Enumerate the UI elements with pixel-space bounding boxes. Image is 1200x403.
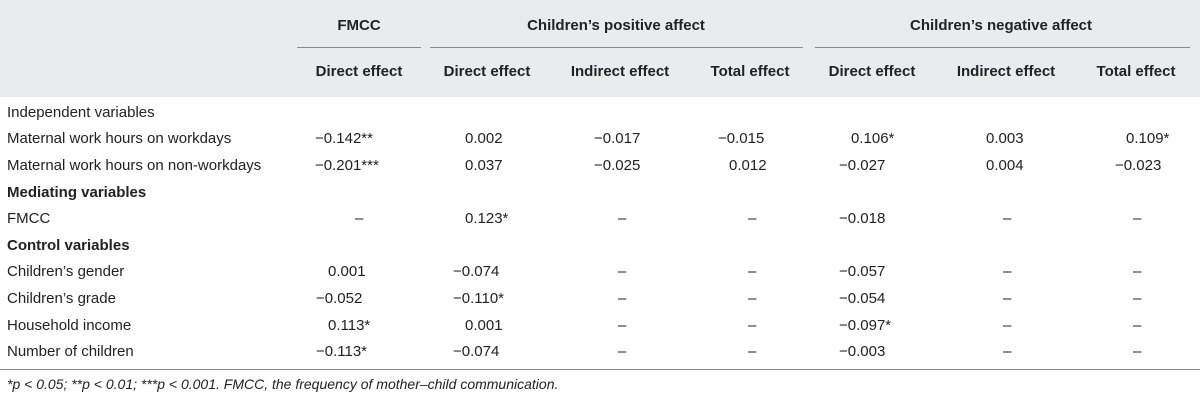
cell-r9-pos-indirect: – [618, 343, 627, 360]
cell-r8-neg-indirect: – [1003, 317, 1012, 334]
cell-r6-neg-indirect: – [1003, 263, 1012, 280]
cell-r9-fmcc-direct: −0.113* [316, 343, 368, 360]
col-header-negative-direct: Direct effect [828, 63, 916, 80]
cell-r6-neg-total: – [1133, 263, 1142, 280]
cell-r6-pos-indirect: – [618, 263, 627, 280]
row-label-childrens-gender: Children’s gender [7, 263, 125, 280]
group-header-positive-affect: Children’s positive affect [527, 17, 705, 34]
cell-r7-fmcc-direct: −0.052 [316, 290, 363, 307]
cell-r8-neg-total: – [1133, 317, 1142, 334]
cell-r7-pos-total: – [748, 290, 757, 307]
col-header-negative-indirect: Indirect effect [956, 63, 1056, 80]
cell-r9-neg-total: – [1133, 343, 1142, 360]
cell-r7-pos-direct: −0.110* [453, 290, 505, 307]
row-label-work-hours-workdays: Maternal work hours on workdays [7, 130, 232, 147]
col-header-negative-total: Total effect [1096, 63, 1176, 80]
group-rule-negative-affect [815, 47, 1190, 48]
cell-r4-pos-total: – [748, 210, 757, 227]
cell-r7-neg-total: – [1133, 290, 1142, 307]
cell-r4-pos-indirect: – [618, 210, 627, 227]
cell-r4-neg-direct: −0.018 [839, 210, 886, 227]
cell-r2-neg-direct: −0.027 [839, 157, 886, 174]
table-header-band [0, 0, 1200, 97]
cell-r2-neg-total: −0.023 [1115, 157, 1162, 174]
cell-r6-neg-direct: −0.057 [839, 263, 886, 280]
cell-r2-neg-indirect: 0.004 [986, 157, 1024, 174]
cell-r2-fmcc-direct: −0.201*** [315, 157, 379, 174]
group-header-fmcc: FMCC [337, 17, 381, 34]
cell-r9-neg-indirect: – [1003, 343, 1012, 360]
cell-r2-pos-direct: 0.037 [465, 157, 503, 174]
cell-r4-neg-total: – [1133, 210, 1142, 227]
row-label-work-hours-non-workdays: Maternal work hours on non-workdays [7, 157, 262, 174]
table-bottom-rule [0, 369, 1200, 370]
cell-r7-pos-indirect: – [618, 290, 627, 307]
cell-r6-fmcc-direct: 0.001 [328, 263, 366, 280]
cell-r9-pos-direct: −0.074 [453, 343, 500, 360]
cell-r1-fmcc-direct: −0.142** [315, 130, 373, 147]
cell-r1-pos-direct: 0.002 [465, 130, 503, 147]
cell-r4-fmcc-direct: – [355, 210, 364, 227]
cell-r2-pos-total: 0.012 [729, 157, 767, 174]
row-label-control-variables: Control variables [7, 237, 130, 254]
cell-r8-pos-indirect: – [618, 317, 627, 334]
cell-r1-pos-indirect: −0.017 [594, 130, 641, 147]
cell-r4-pos-direct: 0.123* [465, 210, 509, 227]
col-header-positive-total: Total effect [710, 63, 790, 80]
cell-r8-pos-total: – [748, 317, 757, 334]
col-header-fmcc-direct: Direct effect [315, 63, 403, 80]
cell-r1-neg-direct: 0.106* [851, 130, 895, 147]
group-rule-fmcc [297, 47, 421, 48]
cell-r2-pos-indirect: −0.025 [594, 157, 641, 174]
cell-r1-neg-total: 0.109* [1126, 130, 1170, 147]
table-footnote: *p < 0.05; **p < 0.01; ***p < 0.001. FMC… [7, 376, 559, 392]
cell-r8-neg-direct: −0.097* [839, 317, 892, 334]
cell-r1-neg-indirect: 0.003 [986, 130, 1024, 147]
cell-r8-pos-direct: 0.001 [465, 317, 503, 334]
row-label-mediating-variables: Mediating variables [7, 184, 147, 201]
cell-r7-neg-indirect: – [1003, 290, 1012, 307]
cell-r6-pos-direct: −0.074 [453, 263, 500, 280]
row-label-independent-variables: Independent variables [7, 104, 155, 121]
group-rule-positive-affect [430, 47, 803, 48]
cell-r1-pos-total: −0.015 [718, 130, 765, 147]
cell-r4-neg-indirect: – [1003, 210, 1012, 227]
row-label-household-income: Household income [7, 317, 132, 334]
col-header-positive-indirect: Indirect effect [570, 63, 670, 80]
group-header-negative-affect: Children’s negative affect [910, 17, 1092, 34]
cell-r9-pos-total: – [748, 343, 757, 360]
col-header-positive-direct: Direct effect [443, 63, 531, 80]
cell-r6-pos-total: – [748, 263, 757, 280]
cell-r8-fmcc-direct: 0.113* [328, 317, 371, 334]
cell-r7-neg-direct: −0.054 [839, 290, 886, 307]
row-label-number-of-children: Number of children [7, 343, 134, 360]
cell-r9-neg-direct: −0.003 [839, 343, 886, 360]
row-label-childrens-grade: Children’s grade [7, 290, 116, 307]
row-label-fmcc: FMCC [7, 210, 51, 227]
